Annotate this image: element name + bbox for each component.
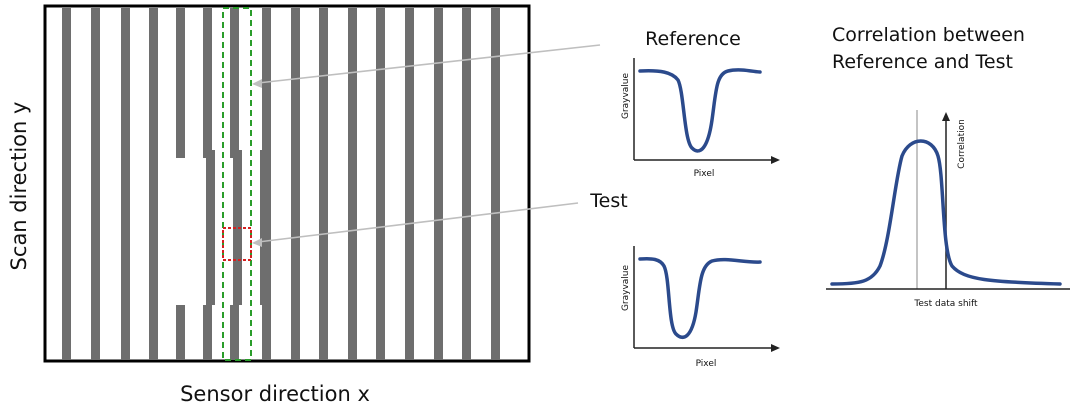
stripe <box>149 8 158 360</box>
stripe-segment <box>206 150 215 305</box>
stripe-segment <box>176 305 185 360</box>
stripe-segment <box>230 305 239 360</box>
correlation-plot: Correlation between Reference and Test C… <box>826 24 1070 309</box>
correlation-title-line2: Reference and Test <box>832 51 1013 73</box>
test-x-axis-arrow <box>771 344 780 352</box>
reference-leader-line <box>257 44 601 84</box>
test-title: Test <box>589 190 627 212</box>
stripe-segment <box>176 8 185 158</box>
stripe <box>405 8 414 360</box>
stripe-segment <box>230 8 239 158</box>
reference-x-label: Pixel <box>694 169 715 179</box>
stripe <box>62 8 71 360</box>
test-leader-arrowhead <box>252 238 262 247</box>
test-leader-line <box>257 202 579 243</box>
stripe-segment <box>260 150 269 305</box>
scan-panel <box>43 4 531 363</box>
reference-x-axis-arrow <box>771 156 780 164</box>
correlation-x-label: Test data shift <box>913 299 978 309</box>
reference-region-box <box>222 7 252 361</box>
stripe <box>121 8 130 360</box>
correlation-y-label: Correlation <box>957 119 967 169</box>
correlation-curve <box>830 139 1062 286</box>
stripe <box>319 8 328 360</box>
stripe <box>491 8 500 360</box>
stripe-segment <box>203 305 212 360</box>
reference-plot: Reference Grayvalue Pixel <box>621 28 780 179</box>
reference-curve <box>638 68 762 153</box>
stripe <box>434 8 443 360</box>
test-curve <box>638 256 762 340</box>
stripe <box>348 8 357 360</box>
reference-title: Reference <box>645 28 741 50</box>
sensor-direction-label: Sensor direction x <box>180 382 370 406</box>
stripe-segment <box>203 8 212 158</box>
stripe-pattern <box>62 8 500 360</box>
reference-y-label: Grayvalue <box>621 72 631 119</box>
scan-direction-label: Scan direction y <box>7 102 31 271</box>
correlation-y-axis-arrow <box>942 112 950 121</box>
reference-leader-arrowhead <box>252 79 262 88</box>
correlation-title-line1: Correlation between <box>832 24 1025 46</box>
stripe <box>462 8 471 360</box>
test-plot: Test Grayvalue Pixel <box>589 190 780 369</box>
scan-panel-frame <box>43 4 531 363</box>
stripe <box>376 8 385 360</box>
test-x-label: Pixel <box>696 359 717 369</box>
stripe <box>91 8 100 360</box>
test-y-label: Grayvalue <box>621 264 631 311</box>
stripe-segment <box>233 150 242 305</box>
stripe <box>291 8 300 360</box>
